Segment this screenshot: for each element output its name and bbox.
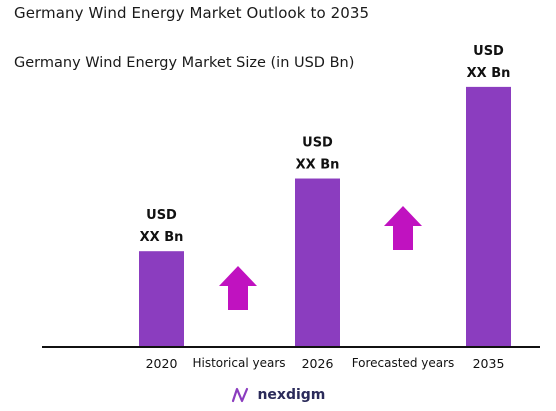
tick-label-2026: 2026 [302,356,334,371]
period-label-1: Forecasted years [352,356,455,370]
brand-name: nexdigm [257,387,326,403]
bar-2020 [139,251,184,346]
data-label-2020-0: USD [146,208,177,223]
tick-label-2035: 2035 [473,356,505,371]
bar-2026 [295,178,340,346]
page-title: Germany Wind Energy Market Outlook to 20… [14,4,370,22]
brand-logo: nexdigm [0,387,556,403]
bar-chart: USD XX Bn 2020 USD XX Bn 2026 USD XX Bn 2035 Hist… [42,44,540,371]
tick-label-2020: 2020 [146,356,178,371]
growth-arrow-historical-icon [219,266,257,310]
nexdigm-logo-icon [231,387,248,403]
bar-2035 [466,86,511,346]
chart-title: Germany Wind Energy Market Size (in USD … [14,55,355,71]
data-label-2026-1: XX Bn [296,158,340,173]
data-label-2035-1: XX Bn [467,66,511,81]
data-label-2035-0: USD [473,44,504,59]
data-label-2020-1: XX Bn [140,230,184,245]
period-label-0: Historical years [192,356,285,370]
growth-arrow-forecast-icon [384,206,422,250]
data-label-2026-0: USD [302,136,333,151]
